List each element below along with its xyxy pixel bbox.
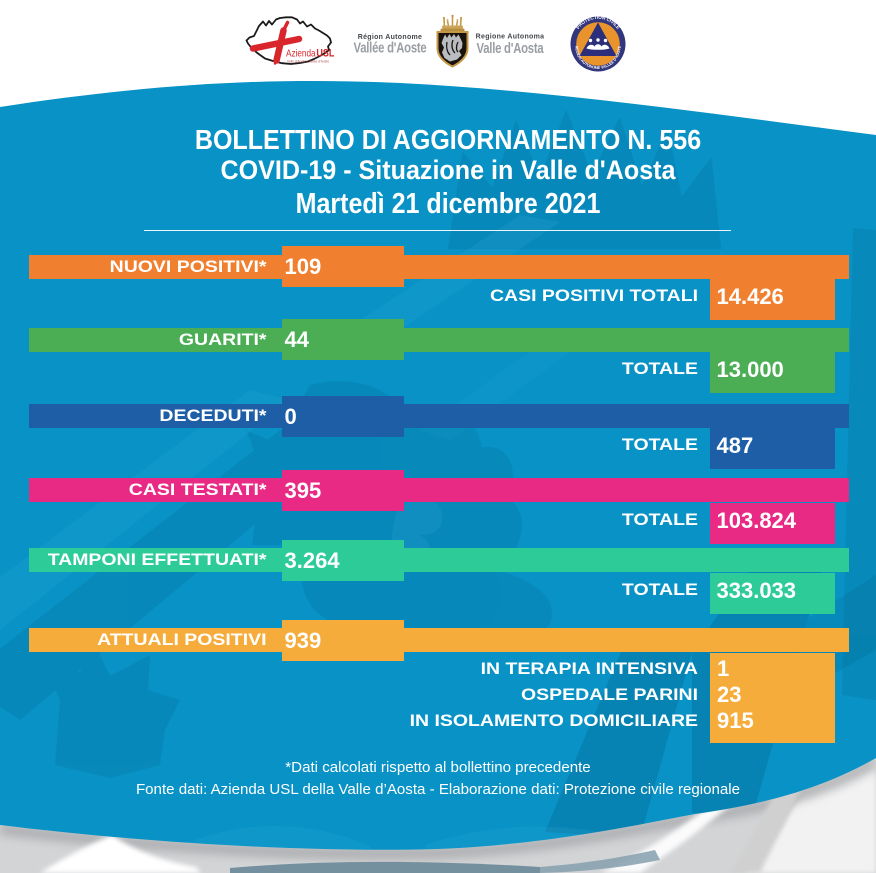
svg-text:Regione Autonoma: Regione Autonoma — [476, 34, 545, 41]
svg-text:Vallée d'Aoste: Vallée d'Aoste — [354, 39, 427, 56]
svg-text:Valle d'Aoste - Vallée d'Aoste: Valle d'Aoste - Vallée d'Aoste — [287, 59, 329, 63]
svg-text:Valle d'Aosta: Valle d'Aosta — [477, 40, 545, 57]
svg-text:AziendaUSL: AziendaUSL — [286, 48, 334, 60]
svg-text:Région Autonome: Région Autonome — [358, 34, 423, 41]
